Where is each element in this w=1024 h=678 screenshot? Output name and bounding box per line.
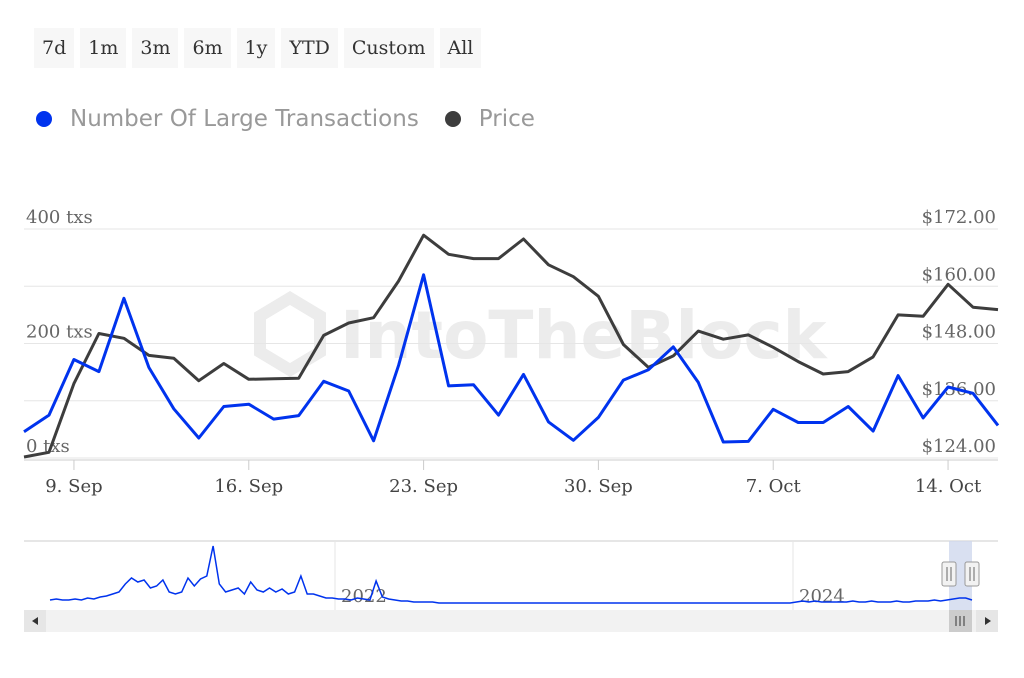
right-axis-tick-label: $148.00 <box>922 322 996 343</box>
scrollbar-track <box>24 610 998 632</box>
range-selector: 7d 1m 3m 6m 1y YTD Custom All <box>34 28 482 68</box>
navigator-label: 2022 <box>341 586 387 607</box>
navigator-handle-left[interactable] <box>941 561 957 587</box>
range-button-7d[interactable]: 7d <box>34 28 75 68</box>
range-button-3m[interactable]: 3m <box>132 28 179 68</box>
watermark-logo-shape <box>254 291 326 377</box>
scroll-left-arrow-icon <box>32 617 38 625</box>
legend-label-transactions: Number Of Large Transactions <box>70 106 419 132</box>
x-axis-tick-label: 14. Oct <box>915 476 982 497</box>
range-button-ytd[interactable]: YTD <box>281 28 338 68</box>
scrollbar[interactable] <box>24 610 998 632</box>
legend-item-price[interactable]: Price <box>444 106 535 132</box>
left-axis: 0 txs 200 txs 400 txs <box>26 207 93 457</box>
grid-lines <box>24 228 998 459</box>
x-axis-tick-label: 30. Sep <box>564 476 633 497</box>
right-axis-tick-label: $124.00 <box>922 436 996 457</box>
left-axis-tick-label: 0 txs <box>26 436 70 457</box>
range-button-custom[interactable]: Custom <box>343 28 434 68</box>
x-axis-tick-label: 7. Oct <box>746 476 802 497</box>
legend-item-transactions[interactable]: Number Of Large Transactions <box>36 106 419 132</box>
x-axis-tick-label: 23. Sep <box>389 476 458 497</box>
range-button-1y[interactable]: 1y <box>236 28 276 68</box>
navigator[interactable]: 2022 2024 <box>24 540 998 610</box>
transactions-legend-dot <box>36 111 52 127</box>
x-axis-tick-label: 16. Sep <box>214 476 283 497</box>
x-axis-tick-label: 9. Sep <box>45 476 102 497</box>
left-axis-tick-label: 400 txs <box>26 207 93 228</box>
scroll-right-arrow-icon <box>985 617 991 625</box>
x-axis: 9. Sep 16. Sep 23. Sep 30. Sep 7. Oct 14. Oct <box>24 459 998 497</box>
range-button-6m[interactable]: 6m <box>184 28 231 68</box>
navigator-selection <box>949 541 972 610</box>
right-axis-tick-label: $172.00 <box>922 207 996 228</box>
legend-label-price: Price <box>478 106 535 132</box>
series-lines <box>23 233 1000 459</box>
transactions-line <box>23 273 1000 444</box>
right-axis: $124.00$136.00$148.00$160.00$172.00 <box>922 207 996 457</box>
navigator-handle-right[interactable] <box>964 561 980 587</box>
price-legend-dot <box>444 111 461 127</box>
price-line <box>23 233 999 459</box>
navigator-line <box>49 545 973 604</box>
range-button-1m[interactable]: 1m <box>80 28 127 68</box>
watermark-logo: IntoTheBlock <box>254 291 829 377</box>
range-button-all[interactable]: All <box>439 28 482 68</box>
chart-legend: Number Of Large Transactions Price <box>36 106 561 132</box>
right-axis-tick-label: $160.00 <box>922 264 996 285</box>
left-axis-tick-label: 200 txs <box>26 322 93 343</box>
navigator-label: 2024 <box>799 586 845 607</box>
